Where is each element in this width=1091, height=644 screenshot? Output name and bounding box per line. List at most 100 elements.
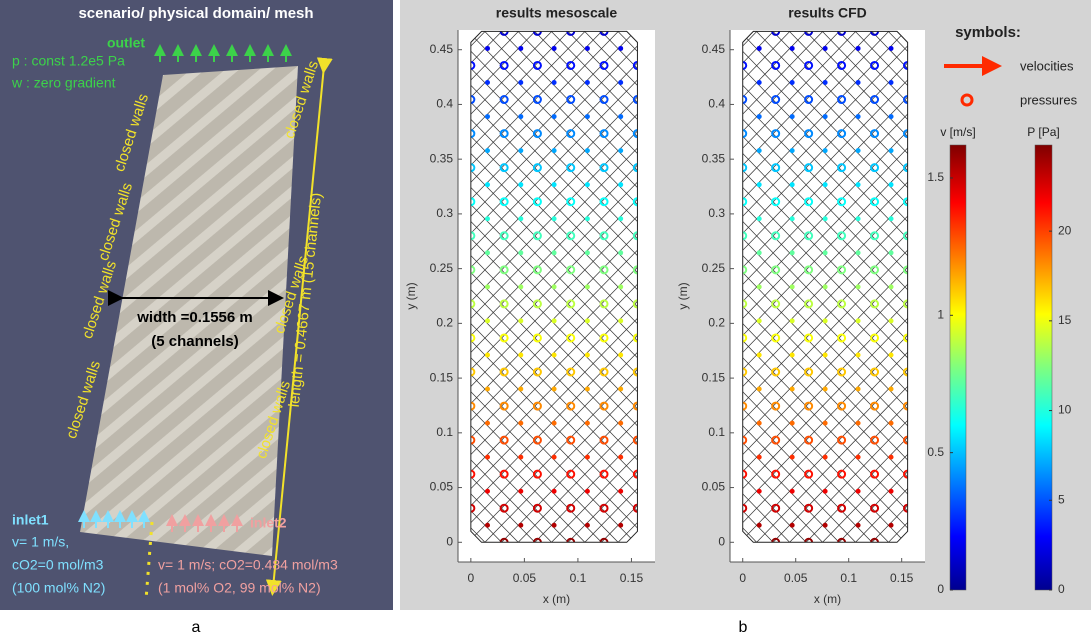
pressure-node [870, 401, 880, 411]
mesh-line [742, 31, 889, 543]
velocity-node [484, 216, 490, 222]
x-axis-label: x (m) [543, 592, 570, 606]
pressure-node [470, 367, 476, 377]
pressure-node [470, 299, 476, 309]
velocity-node [855, 80, 861, 86]
pressure-node [599, 197, 609, 207]
velocity-node [484, 250, 490, 256]
velocity-node [888, 522, 894, 528]
pressure-node [870, 129, 880, 139]
pressure-node [804, 401, 814, 411]
pressure-node [804, 60, 814, 70]
pressure-node [804, 197, 814, 207]
velocity-node [584, 114, 590, 120]
mesh-line [470, 31, 638, 543]
pressure-node [837, 299, 847, 309]
pressure-node [566, 31, 576, 36]
x-tick-label: 0 [468, 571, 475, 585]
velocity-node [756, 182, 762, 188]
pressure-node [566, 299, 576, 309]
pressure-node [870, 60, 880, 70]
pressure-node [870, 31, 880, 36]
velocity-node [822, 114, 828, 120]
colorbar-label: P [Pa] [1027, 125, 1059, 139]
pressure-node [742, 197, 748, 207]
mesh-line [742, 31, 873, 543]
mesh [470, 31, 638, 543]
mesh-line [470, 31, 602, 543]
velocity-node [484, 420, 490, 426]
velocity-node [584, 522, 590, 528]
pressure-node [499, 469, 509, 479]
velocity-node [855, 386, 861, 392]
velocity-node [789, 80, 795, 86]
outlet-gradient: w : zero gradient [11, 75, 116, 91]
velocity-node [756, 250, 762, 256]
pressure-node [532, 60, 542, 70]
y-tick-label: 0.45 [702, 42, 726, 56]
pressure-node [566, 95, 576, 105]
mesh-line [742, 31, 840, 543]
pressure-node [837, 503, 847, 513]
x-tick-label: 0.1 [570, 571, 587, 585]
velocity-node [518, 216, 524, 222]
colorbars: v [m/s] 0 0.5 1 1.5 P [Pa] 0 5 10 15 20 [927, 125, 1071, 596]
pressure-node [566, 367, 576, 377]
velocity-node [584, 420, 590, 426]
velocity-node [584, 488, 590, 494]
pressure-node [499, 503, 509, 513]
pressure-node [599, 129, 609, 139]
velocity-node [518, 114, 524, 120]
velocity-node [518, 522, 524, 528]
velocity-node [484, 454, 490, 460]
pressure-node [870, 333, 880, 343]
velocity-node [855, 318, 861, 324]
y-axis-label: y (m) [404, 282, 418, 309]
pressure-node [532, 31, 542, 36]
velocity-node [756, 148, 762, 154]
velocity-node [756, 284, 762, 290]
pressure-node [532, 231, 542, 241]
pressure-node [804, 299, 814, 309]
velocity-node [888, 488, 894, 494]
mesh-line [742, 31, 908, 543]
pressure-node [742, 60, 748, 70]
pressure-node [532, 129, 542, 139]
velocity-node [855, 148, 861, 154]
velocity-node [618, 114, 624, 120]
velocity-node [855, 114, 861, 120]
mesh-line [742, 31, 908, 543]
mesh-line [470, 31, 636, 543]
pressure-node [742, 503, 748, 513]
velocity-node [756, 352, 762, 358]
velocity-node [789, 45, 795, 51]
pressure-node [771, 60, 781, 70]
pressure-node [870, 95, 880, 105]
velocity-node [618, 318, 624, 324]
pressure-node [599, 163, 609, 173]
velocity-node [756, 80, 762, 86]
y-tick-label: 0.15 [702, 370, 726, 384]
domain-outline [470, 30, 638, 543]
mesh-line [470, 31, 638, 543]
velocity-node [618, 352, 624, 358]
y-tick-label: 0.05 [702, 480, 726, 494]
pressure-node [837, 60, 847, 70]
velocity-node [484, 148, 490, 154]
velocity-node [888, 250, 894, 256]
panel-a-title: scenario/ physical domain/ mesh [78, 5, 313, 22]
velocity-node [584, 318, 590, 324]
velocity-node [484, 386, 490, 392]
velocity-node [618, 80, 624, 86]
y-tick-label: 0.2 [708, 316, 725, 330]
pressure-node [599, 401, 609, 411]
velocity-node [484, 284, 490, 290]
mesh-line [470, 31, 638, 543]
pressure-node [470, 401, 476, 411]
pressure-node [771, 95, 781, 105]
mesh-line [789, 31, 908, 543]
pressure-node [804, 95, 814, 105]
velocity-node [584, 45, 590, 51]
